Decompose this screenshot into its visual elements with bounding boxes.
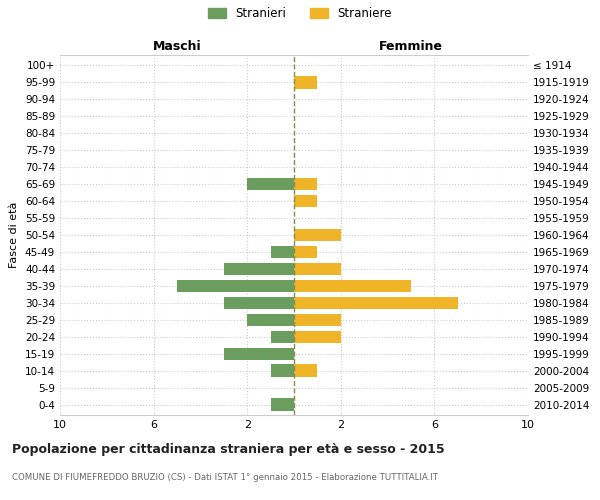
Text: Femmine: Femmine xyxy=(379,40,443,54)
Bar xyxy=(224,348,294,360)
Text: Maschi: Maschi xyxy=(152,40,202,54)
Bar xyxy=(177,280,294,292)
Bar xyxy=(294,280,411,292)
Bar xyxy=(271,330,294,344)
Bar xyxy=(294,330,341,344)
Bar xyxy=(271,398,294,411)
Bar xyxy=(294,314,341,326)
Bar xyxy=(247,314,294,326)
Bar xyxy=(271,246,294,258)
Bar xyxy=(224,296,294,310)
Bar xyxy=(247,178,294,190)
Bar xyxy=(294,76,317,88)
Legend: Stranieri, Straniere: Stranieri, Straniere xyxy=(203,2,397,25)
Bar xyxy=(294,296,458,310)
Bar xyxy=(294,262,341,276)
Bar xyxy=(294,194,317,207)
Bar xyxy=(224,262,294,276)
Text: Popolazione per cittadinanza straniera per età e sesso - 2015: Popolazione per cittadinanza straniera p… xyxy=(12,442,445,456)
Bar xyxy=(294,364,317,377)
Bar xyxy=(294,178,317,190)
Bar xyxy=(271,364,294,377)
Bar xyxy=(294,228,341,241)
Y-axis label: Fasce di età: Fasce di età xyxy=(10,202,19,268)
Text: COMUNE DI FIUMEFREDDO BRUZIO (CS) - Dati ISTAT 1° gennaio 2015 - Elaborazione TU: COMUNE DI FIUMEFREDDO BRUZIO (CS) - Dati… xyxy=(12,472,438,482)
Bar xyxy=(294,246,317,258)
